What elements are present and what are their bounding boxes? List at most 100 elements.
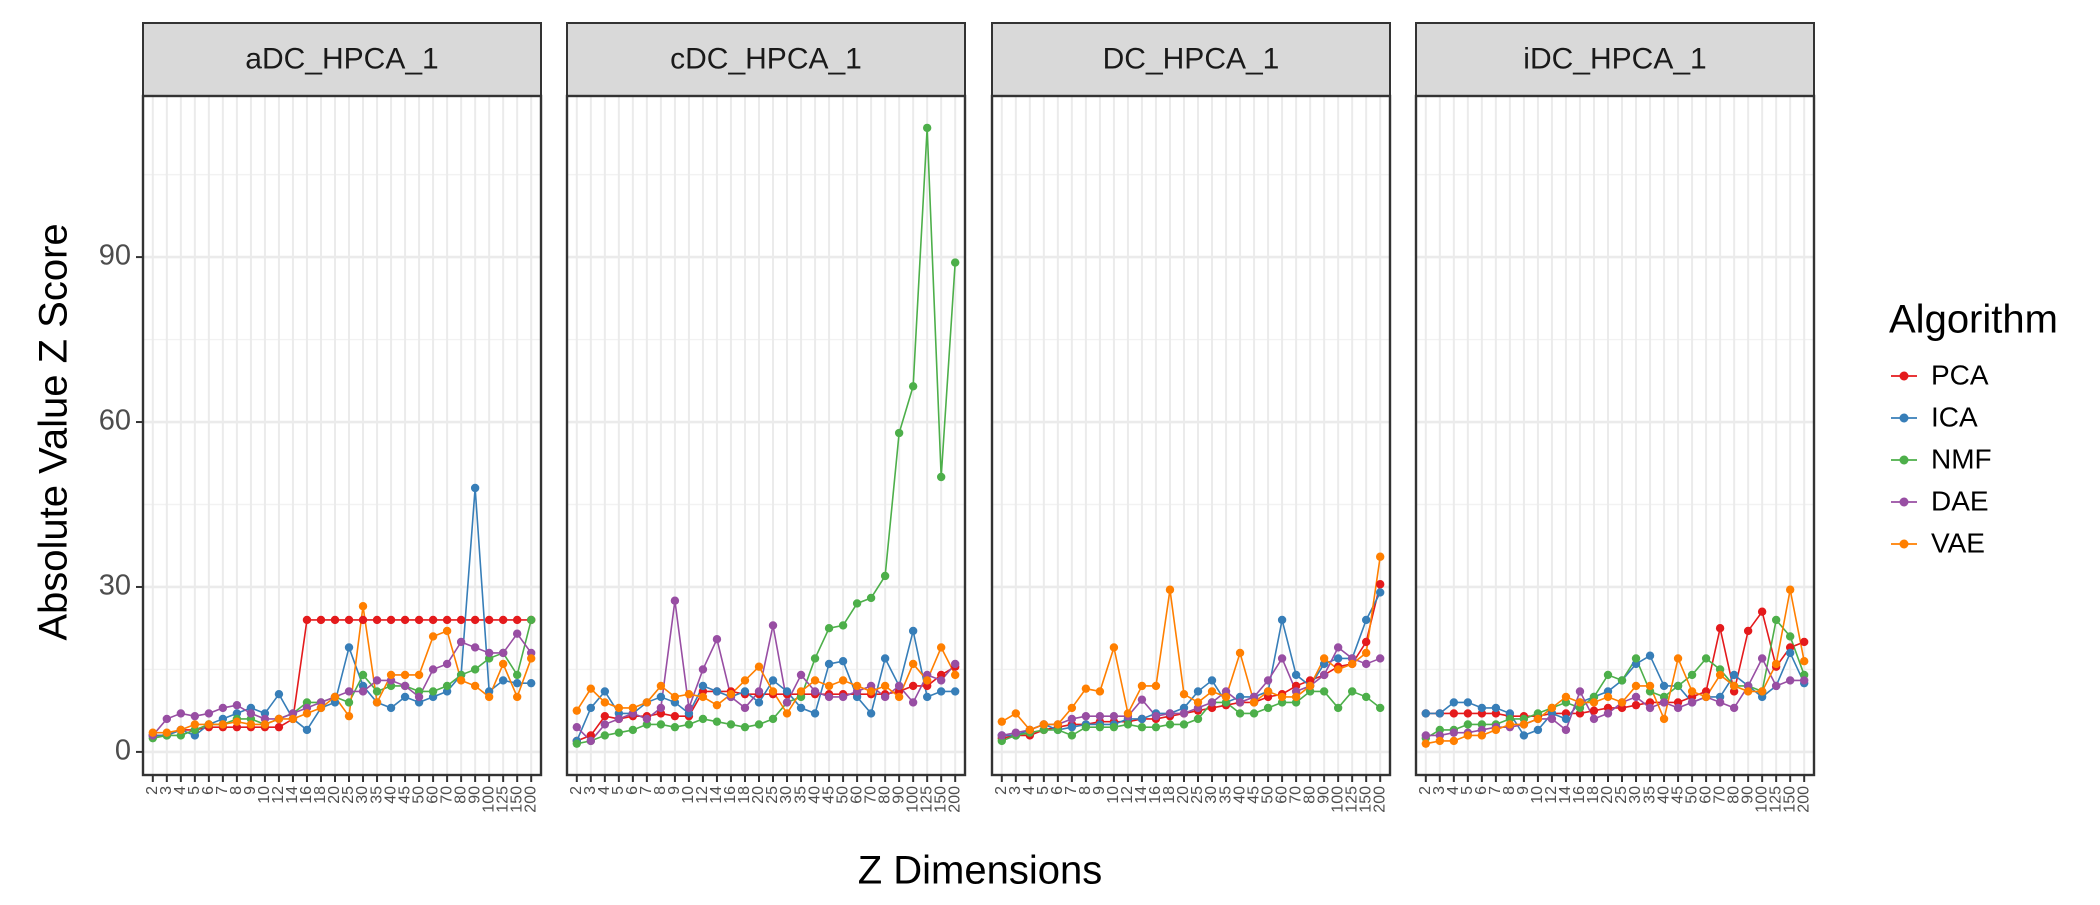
data-point <box>414 615 424 625</box>
data-point <box>600 711 610 721</box>
x-tick-label: 45 <box>1669 786 1686 804</box>
x-tick-label: 9 <box>242 786 259 795</box>
data-point <box>344 687 354 696</box>
data-point <box>1449 736 1459 746</box>
data-point <box>400 681 410 691</box>
data-point <box>498 659 508 669</box>
x-tick-label: 16 <box>298 786 315 804</box>
data-point <box>442 615 452 625</box>
x-tick-label: 200 <box>1795 786 1812 813</box>
data-point <box>614 714 624 724</box>
data-point <box>810 709 820 718</box>
data-point <box>512 615 522 625</box>
data-point <box>1305 681 1315 691</box>
data-point <box>1505 720 1515 729</box>
data-point <box>1347 687 1357 696</box>
data-point <box>908 681 918 691</box>
series-line <box>1425 618 1805 739</box>
data-point <box>656 703 666 713</box>
data-point <box>526 654 536 663</box>
x-tick-label: 9 <box>666 786 683 795</box>
data-point <box>1011 728 1021 737</box>
data-point <box>1603 709 1613 718</box>
data-point <box>190 720 200 729</box>
series-line <box>576 630 956 742</box>
data-point <box>1561 714 1571 724</box>
data-point <box>586 684 596 693</box>
data-point <box>1375 588 1385 597</box>
data-point <box>1645 681 1655 691</box>
data-point <box>1235 709 1245 718</box>
data-point <box>1137 714 1147 724</box>
data-point <box>1729 670 1739 680</box>
data-point <box>470 483 480 493</box>
x-tick-label: 50 <box>834 786 851 804</box>
data-point <box>1701 692 1711 702</box>
facet-panel: cDC_HPCA_1234567891012141618202530354045… <box>565 22 967 813</box>
data-point <box>614 728 624 737</box>
data-point <box>838 692 848 702</box>
data-point <box>1095 722 1105 732</box>
data-point <box>1687 687 1697 696</box>
data-point <box>358 602 368 611</box>
data-point <box>1701 654 1711 663</box>
legend-label: PCA <box>1931 359 1989 390</box>
y-tick-label: 90 <box>99 240 131 272</box>
data-point <box>1659 698 1669 707</box>
data-point <box>302 709 312 718</box>
data-point <box>838 656 848 666</box>
x-tick-label: 18 <box>1161 786 1178 804</box>
data-point <box>1687 698 1697 707</box>
data-point <box>894 692 904 702</box>
data-point <box>824 692 834 702</box>
data-point <box>586 703 596 713</box>
data-point <box>1785 585 1795 594</box>
data-point <box>712 635 722 644</box>
x-tick-label: 70 <box>1287 786 1304 804</box>
series-line <box>576 645 956 715</box>
data-point <box>274 714 284 724</box>
data-point <box>1011 709 1021 718</box>
data-point <box>1319 654 1329 663</box>
data-point <box>922 692 932 702</box>
data-point <box>260 720 270 729</box>
data-point <box>1347 659 1357 669</box>
data-point <box>824 659 834 669</box>
data-point <box>1221 692 1231 702</box>
x-tick-label: 8 <box>1077 786 1094 795</box>
x-tick-label: 14 <box>1133 786 1150 804</box>
data-point <box>600 720 610 729</box>
x-tick-label: 30 <box>354 786 371 804</box>
data-point <box>1193 714 1203 724</box>
data-point <box>218 720 228 729</box>
x-tick-label: 90 <box>1739 786 1756 804</box>
data-point <box>1771 659 1781 669</box>
series-line <box>1425 656 1805 737</box>
legend-label: DAE <box>1931 485 1989 516</box>
data-point <box>1729 681 1739 691</box>
data-point <box>1375 580 1385 589</box>
data-point <box>512 692 522 702</box>
data-point <box>572 706 582 715</box>
x-tick-label: 4 <box>596 786 613 795</box>
data-point <box>512 629 522 638</box>
data-point <box>600 698 610 707</box>
data-point <box>1519 731 1529 740</box>
data-point <box>712 687 722 696</box>
legend-swatch-point <box>1899 371 1909 381</box>
x-tick-label: 2 <box>1417 786 1434 795</box>
data-point <box>1435 709 1445 718</box>
data-point <box>782 709 792 718</box>
panel-background <box>992 96 1390 775</box>
data-point <box>642 698 652 707</box>
data-point <box>1123 720 1133 729</box>
data-point <box>386 615 396 625</box>
x-tick-label: 90 <box>466 786 483 804</box>
data-point <box>824 681 834 691</box>
data-point <box>950 258 960 267</box>
data-point <box>656 692 666 702</box>
x-tick-label: 150 <box>508 786 525 813</box>
x-tick-label: 20 <box>1599 786 1616 804</box>
data-point <box>922 676 932 685</box>
